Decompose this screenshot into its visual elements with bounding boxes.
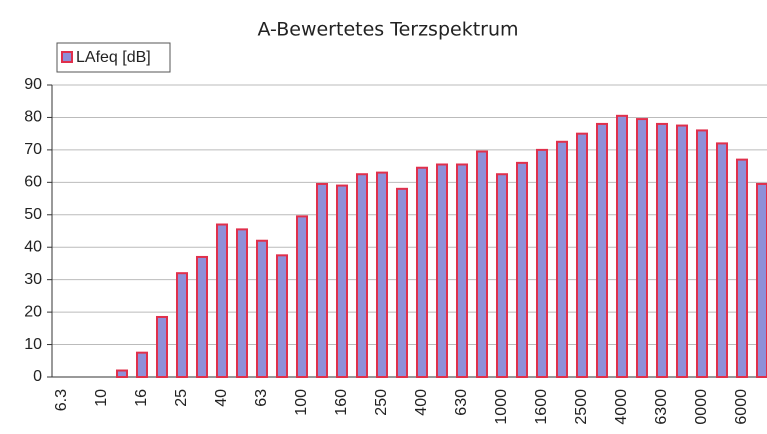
bar [676, 124, 688, 378]
bar [376, 171, 388, 378]
y-tick-label: 0 [33, 368, 42, 385]
bar [516, 161, 528, 378]
chart-title: A-Bewertetes Terzspektrum [257, 19, 518, 41]
x-tick-label: 6300 [653, 389, 670, 425]
bar [416, 166, 428, 378]
y-tick-label: 20 [24, 303, 42, 320]
bar [536, 148, 548, 378]
bar [596, 122, 608, 378]
legend-label: LAfeq [dB] [76, 49, 151, 66]
x-tick-label: 16 [133, 389, 150, 407]
bar [476, 150, 488, 378]
bar [436, 163, 448, 378]
y-tick-label: 10 [24, 336, 42, 353]
y-tick-label: 40 [24, 238, 42, 255]
y-tick-label: 60 [24, 174, 42, 191]
bar [176, 272, 188, 378]
x-tick-label: 63 [253, 389, 270, 407]
x-tick-label: 6.3 [53, 389, 70, 411]
x-tick-label: 630 [453, 389, 470, 416]
x-tick-label: 40 [213, 389, 230, 407]
y-tick-label: 70 [24, 141, 42, 158]
x-tick-label: 160 [333, 389, 350, 416]
x-tick-label: 4000 [613, 389, 630, 425]
bar [576, 132, 588, 378]
bar [356, 173, 368, 378]
y-tick-label: 30 [24, 271, 42, 288]
bar [556, 140, 568, 378]
bar [216, 223, 228, 378]
bar [156, 315, 168, 379]
y-tick-label: 90 [24, 76, 42, 93]
bar [336, 184, 348, 378]
bar [656, 122, 668, 378]
x-tick-label: 25 [173, 389, 190, 407]
bar [136, 351, 148, 378]
bar [276, 254, 288, 378]
bar [236, 228, 248, 378]
bar [616, 114, 628, 378]
bar [296, 215, 308, 378]
bar [196, 255, 208, 379]
legend-box [56, 42, 171, 73]
x-tick-label: 2500 [573, 389, 590, 425]
x-tick-label: 1000 [493, 389, 510, 425]
legend-swatch [61, 51, 73, 63]
bar [496, 173, 508, 378]
x-tick-label: 400 [413, 389, 430, 416]
x-tick-label: 1600 [533, 389, 550, 425]
bar [456, 163, 468, 378]
y-tick-label: 50 [24, 206, 42, 223]
y-tick-label: 80 [24, 109, 42, 126]
x-tick-label: 6000 [733, 389, 750, 425]
bar [256, 239, 268, 378]
x-tick-label: 10 [93, 389, 110, 407]
bar [316, 182, 328, 378]
bar [756, 182, 767, 378]
bar [396, 187, 408, 378]
bar [696, 129, 708, 378]
bar [736, 158, 748, 378]
bar [716, 142, 728, 378]
x-tick-label: 250 [373, 389, 390, 416]
bar [636, 118, 648, 378]
x-tick-label: 0000 [693, 389, 710, 425]
bar [116, 369, 128, 378]
x-tick-label: 100 [293, 389, 310, 416]
